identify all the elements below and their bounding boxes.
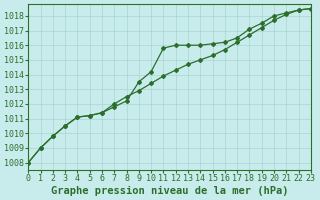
X-axis label: Graphe pression niveau de la mer (hPa): Graphe pression niveau de la mer (hPa) [51,186,288,196]
